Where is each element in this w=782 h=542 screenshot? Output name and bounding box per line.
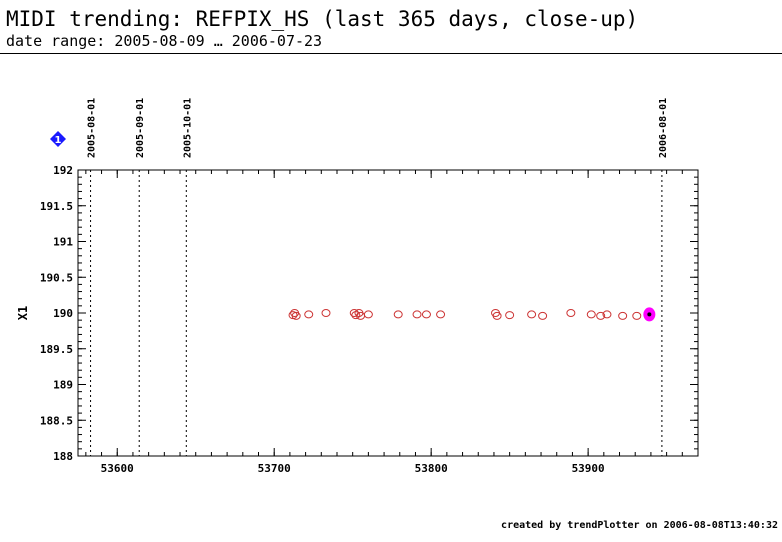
header-divider — [0, 53, 782, 54]
data-point — [412, 310, 422, 319]
date-marker-label: 2006-08-01 — [658, 98, 669, 158]
data-point — [291, 311, 301, 320]
data-point — [351, 311, 361, 320]
data-point — [538, 311, 548, 320]
y-tick-label: 192 — [53, 164, 73, 177]
x-tick-label: 53900 — [572, 462, 605, 475]
data-point — [602, 310, 612, 319]
data-point — [618, 311, 628, 320]
date-marker-label: 2005-09-01 — [135, 98, 146, 158]
y-tick-label: 189 — [53, 379, 73, 392]
plot-frame — [77, 169, 699, 457]
data-point — [393, 310, 403, 319]
data-point — [321, 309, 331, 317]
date-marker-label: 2005-08-01 — [87, 98, 98, 158]
data-point — [492, 311, 502, 320]
latest-data-point-core — [647, 312, 652, 317]
data-point — [566, 309, 576, 317]
y-tick-label: 190 — [53, 307, 73, 320]
data-point — [363, 310, 373, 319]
data-point — [421, 310, 431, 319]
footer-credit: created by trendPlotter on 2006-08-08T13… — [501, 520, 778, 531]
data-point — [505, 311, 515, 320]
date-marker-label: 2005-10-01 — [182, 98, 193, 158]
y-tick-labels: 188 188.5 189 189.5 190 190.5 191 191.5 192 — [40, 164, 73, 463]
data-points — [288, 307, 656, 322]
date-markers: 2005-08-01 2005-09-01 2005-10-01 2006-08-01 — [87, 98, 669, 456]
y-tick-label: 191.5 — [40, 200, 73, 213]
data-point — [527, 310, 537, 319]
data-point — [586, 310, 596, 319]
y-tick-label: 191 — [53, 236, 73, 249]
date-range-subtitle: date range: 2005-08-09 … 2006-07-23 — [6, 32, 323, 50]
marker-badge[interactable]: 1 — [50, 131, 66, 147]
y-tick-label: 188 — [53, 450, 73, 463]
data-point — [596, 311, 606, 320]
y-tick-label: 189.5 — [40, 343, 73, 356]
data-point — [304, 310, 314, 319]
badge-label: 1 — [55, 135, 62, 146]
data-point — [436, 310, 446, 319]
data-point — [632, 311, 642, 320]
y-tick-label: 190.5 — [40, 271, 73, 284]
x-tick-label: 53800 — [415, 462, 448, 475]
x-tick-label: 53700 — [258, 462, 291, 475]
y-axis-label: X1 — [16, 306, 30, 320]
x-tick-labels: 53600 53700 53800 53900 — [101, 462, 605, 475]
x-tick-label: 53600 — [101, 462, 134, 475]
y-tick-label: 188.5 — [40, 414, 73, 427]
diamond-icon — [50, 131, 66, 147]
axis-ticks — [78, 169, 699, 457]
chart-title: MIDI trending: REFPIX_HS (last 365 days,… — [6, 7, 639, 31]
